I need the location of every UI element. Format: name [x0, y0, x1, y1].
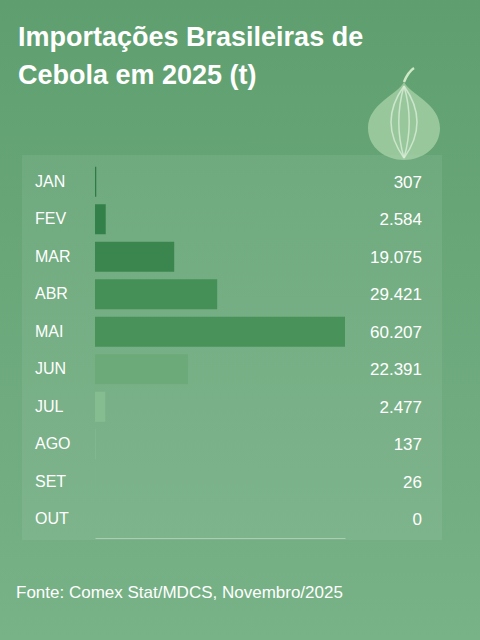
data-label: 29.421	[370, 285, 422, 304]
onion-body	[368, 82, 440, 160]
source: Fonte: Comex Stat/MDCS, Novembro/2025	[16, 583, 343, 602]
tick: AGO	[35, 435, 71, 452]
axis-line	[96, 538, 346, 539]
bar	[95, 204, 106, 234]
data-label: 60.207	[370, 323, 422, 342]
data-label: 2.477	[379, 398, 422, 417]
tick: JUN	[35, 360, 66, 377]
data-labels: 307 2.584 19.075 29.421 60.207 22.391 2.477 137…	[370, 173, 422, 530]
tick: OUT	[35, 510, 69, 527]
tick-label: JUN	[35, 360, 66, 377]
data-label: 0	[413, 510, 422, 529]
tick-label: FEV	[35, 210, 66, 227]
data-label: 22.391	[370, 360, 422, 379]
tick: FEV	[35, 210, 66, 227]
tick: MAI	[35, 323, 63, 340]
onion-line	[404, 86, 409, 158]
bar	[95, 242, 174, 272]
data-label: 26	[403, 473, 422, 492]
tick-label: JAN	[35, 173, 65, 190]
bar	[95, 167, 96, 197]
tick-label: ABR	[35, 285, 68, 302]
tick: JAN	[35, 173, 65, 190]
title: Importações Brasileiras deCebola em 2025…	[18, 22, 363, 90]
y-axis: JAN FEV MAR ABR MAI JUN JUL AGO SET OUT	[35, 173, 71, 528]
tick-label: MAI	[35, 323, 63, 340]
panel	[22, 155, 442, 540]
data-label: 307	[394, 173, 422, 192]
bar	[95, 429, 96, 459]
chart: Importações Brasileiras deCebola em 2025…	[0, 0, 480, 640]
onion-line	[404, 86, 417, 158]
bar	[95, 392, 105, 422]
onion-stem	[404, 68, 414, 82]
bar	[95, 504, 96, 534]
tick-label: JUL	[35, 398, 64, 415]
tick: JUL	[35, 398, 64, 415]
background	[0, 0, 480, 640]
data-label: 137	[394, 435, 422, 454]
bar	[95, 467, 96, 497]
bar	[95, 279, 217, 309]
data-label: 19.075	[370, 248, 422, 267]
tick-label: SET	[35, 473, 66, 490]
bar	[95, 354, 188, 384]
onion-icon	[368, 68, 440, 160]
data-label: 2.584	[379, 210, 422, 229]
tick-label: MAR	[35, 248, 71, 265]
onion-line	[399, 86, 404, 158]
tick: MAR	[35, 248, 71, 265]
x-axis	[96, 538, 346, 539]
tick-label: AGO	[35, 435, 71, 452]
tick: ABR	[35, 285, 68, 302]
tick: SET	[35, 473, 66, 490]
bars	[95, 167, 345, 497]
onion-line	[391, 86, 404, 158]
tick-label: OUT	[35, 510, 69, 527]
bar	[95, 317, 345, 347]
